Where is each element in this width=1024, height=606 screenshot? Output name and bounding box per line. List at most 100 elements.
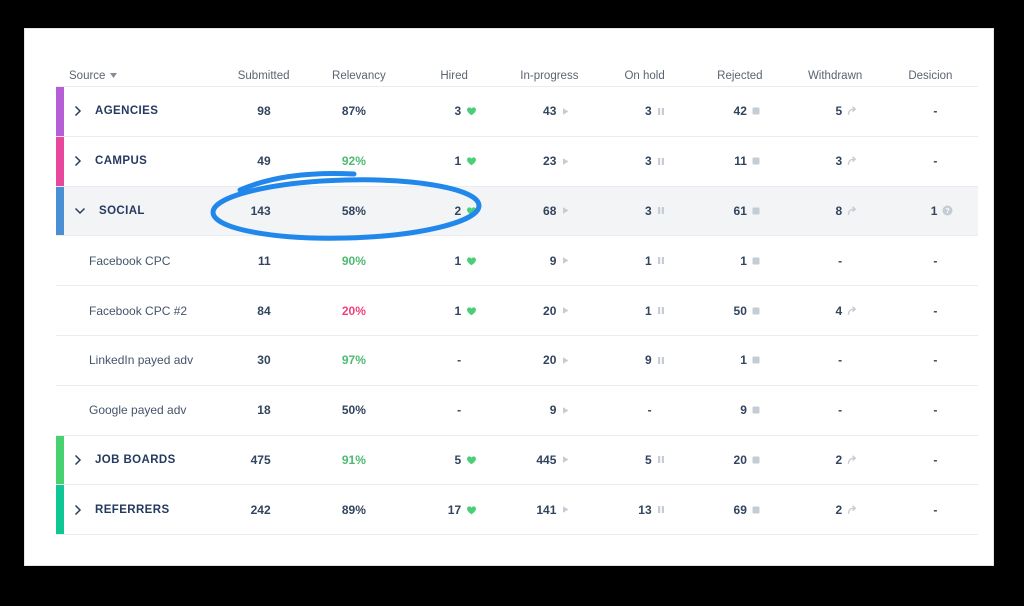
submitted-cell: 84 <box>216 286 311 335</box>
source-cell: SOCIAL <box>56 187 216 236</box>
withdrawn-header-label: Withdrawn <box>807 69 863 82</box>
rejected-value: 1 <box>740 353 747 368</box>
withdrawn-value: - <box>838 353 843 368</box>
submitted-value: 84 <box>257 303 271 318</box>
in-progress-cell: 445 <box>502 436 597 485</box>
withdrawn-cell: - <box>788 386 883 435</box>
column-header-source[interactable]: Source <box>56 70 216 82</box>
play-icon <box>561 107 572 116</box>
submitted-cell: 11 <box>216 236 311 285</box>
withdraw-arrow-icon <box>847 305 858 316</box>
table-row-agencies[interactable]: AGENCIES 98 87% 3 43 3 42 5 - <box>56 87 978 137</box>
stop-icon <box>752 207 763 215</box>
play-icon <box>561 306 572 315</box>
submitted-value: 18 <box>257 403 271 418</box>
source-label: Google payed adv <box>89 403 187 418</box>
table-row-facebook-cpc-2[interactable]: Facebook CPC #2 84 20% 1 20 1 50 4 - <box>56 286 978 336</box>
source-label: Facebook CPC #2 <box>89 303 188 318</box>
source-label: SOCIAL <box>99 204 145 217</box>
decision-value: - <box>933 452 938 467</box>
column-header-withdrawn: Withdrawn <box>788 70 883 82</box>
rejected-cell: 1 <box>692 336 787 385</box>
withdrawn-cell: 4 <box>788 286 883 335</box>
relevancy-cell: 89% <box>311 485 406 534</box>
relevancy-value: 90% <box>341 253 366 268</box>
submitted-cell: 98 <box>216 87 311 136</box>
column-header-hired: Hired <box>407 70 502 82</box>
question-icon: ? <box>942 205 953 216</box>
heart-icon <box>466 156 477 166</box>
submitted-cell: 143 <box>216 187 311 236</box>
stop-icon <box>752 406 763 414</box>
submitted-value: 98 <box>257 104 271 119</box>
relevancy-value: 97% <box>341 353 366 368</box>
table-row-linkedin-payed-adv[interactable]: LinkedIn payed adv 30 97% - 20 9 1 - - <box>56 335 978 386</box>
submitted-cell: 30 <box>216 336 311 385</box>
relevancy-cell: 97% <box>311 336 406 385</box>
in-progress-cell: 20 <box>502 286 597 335</box>
submitted-value: 11 <box>257 253 271 268</box>
pause-icon <box>657 107 668 116</box>
source-color-bar <box>56 186 64 236</box>
in-progress-value: 43 <box>543 104 557 119</box>
stop-icon <box>752 456 763 464</box>
hired-value: - <box>457 353 462 368</box>
pause-icon <box>657 356 668 365</box>
source-color-bar <box>56 87 64 136</box>
chevron-right-icon[interactable] <box>74 155 82 167</box>
hired-header-label: Hired <box>440 69 468 82</box>
chevron-right-icon[interactable] <box>74 454 82 466</box>
submitted-cell: 475 <box>216 436 311 485</box>
on-hold-cell: - <box>597 386 692 435</box>
decision-value: 1 <box>930 203 938 218</box>
rejected-cell: 69 <box>692 485 787 534</box>
source-label: Facebook CPC <box>89 253 171 268</box>
withdrawn-value: - <box>838 253 843 268</box>
hired-value: 1 <box>454 154 462 169</box>
in-progress-value: 20 <box>543 303 557 318</box>
table-row-job-boards[interactable]: JOB BOARDS 475 91% 5 445 5 20 2 - <box>56 435 978 486</box>
decision-value: - <box>933 253 938 268</box>
chevron-down-icon[interactable] <box>74 207 86 215</box>
table-row-social[interactable]: SOCIAL 143 58% 2 68 3 61 8 1? <box>56 186 978 237</box>
chevron-right-icon[interactable] <box>74 105 82 117</box>
pause-icon <box>657 505 668 514</box>
stop-icon <box>752 356 763 364</box>
rejected-cell: 20 <box>692 436 787 485</box>
in-progress-cell: 23 <box>502 137 597 186</box>
relevancy-cell: 91% <box>311 436 406 485</box>
rejected-value: 61 <box>733 203 747 218</box>
on-hold-cell: 1 <box>597 286 692 335</box>
withdrawn-cell: 2 <box>788 436 883 485</box>
table-row-facebook-cpc[interactable]: Facebook CPC 11 90% 1 9 1 1- - <box>56 236 978 287</box>
on-hold-value: 1 <box>644 303 652 318</box>
heart-icon <box>466 455 477 465</box>
withdraw-arrow-icon <box>847 106 858 116</box>
pause-icon <box>657 206 668 215</box>
on-hold-cell: 3 <box>597 137 692 186</box>
relevancy-value: 91% <box>341 452 366 467</box>
in-progress-value: 20 <box>543 353 557 368</box>
decision-value: - <box>933 353 938 368</box>
hired-value: 1 <box>454 253 462 268</box>
on-hold-value: - <box>647 403 652 418</box>
column-header-on-hold: On hold <box>597 70 692 82</box>
table-row-referrers[interactable]: REFERRERS 242 89% 17 141 13 69 2 - <box>56 485 978 536</box>
hired-cell: 1 <box>407 236 502 285</box>
table-row-google-payed-adv[interactable]: Google payed adv 18 50% - 9 - 9 - - <box>56 385 978 436</box>
withdrawn-value: 3 <box>835 154 843 169</box>
pause-icon <box>657 306 668 315</box>
source-cell: Facebook CPC #2 <box>56 286 216 335</box>
relevancy-cell: 20% <box>311 286 406 335</box>
play-icon <box>561 455 572 464</box>
withdrawn-cell: 2 <box>788 485 883 534</box>
rejected-value: 9 <box>740 403 747 418</box>
withdrawn-value: 4 <box>835 303 843 318</box>
chevron-right-icon[interactable] <box>74 504 82 516</box>
decision-value: - <box>933 403 938 418</box>
hired-value: 1 <box>454 303 462 318</box>
source-cell: REFERRERS <box>56 485 216 534</box>
source-color-bar <box>56 485 64 535</box>
table-row-campus[interactable]: CAMPUS 49 92% 1 23 3 11 3 - <box>56 136 978 187</box>
on-hold-cell: 3 <box>597 187 692 236</box>
